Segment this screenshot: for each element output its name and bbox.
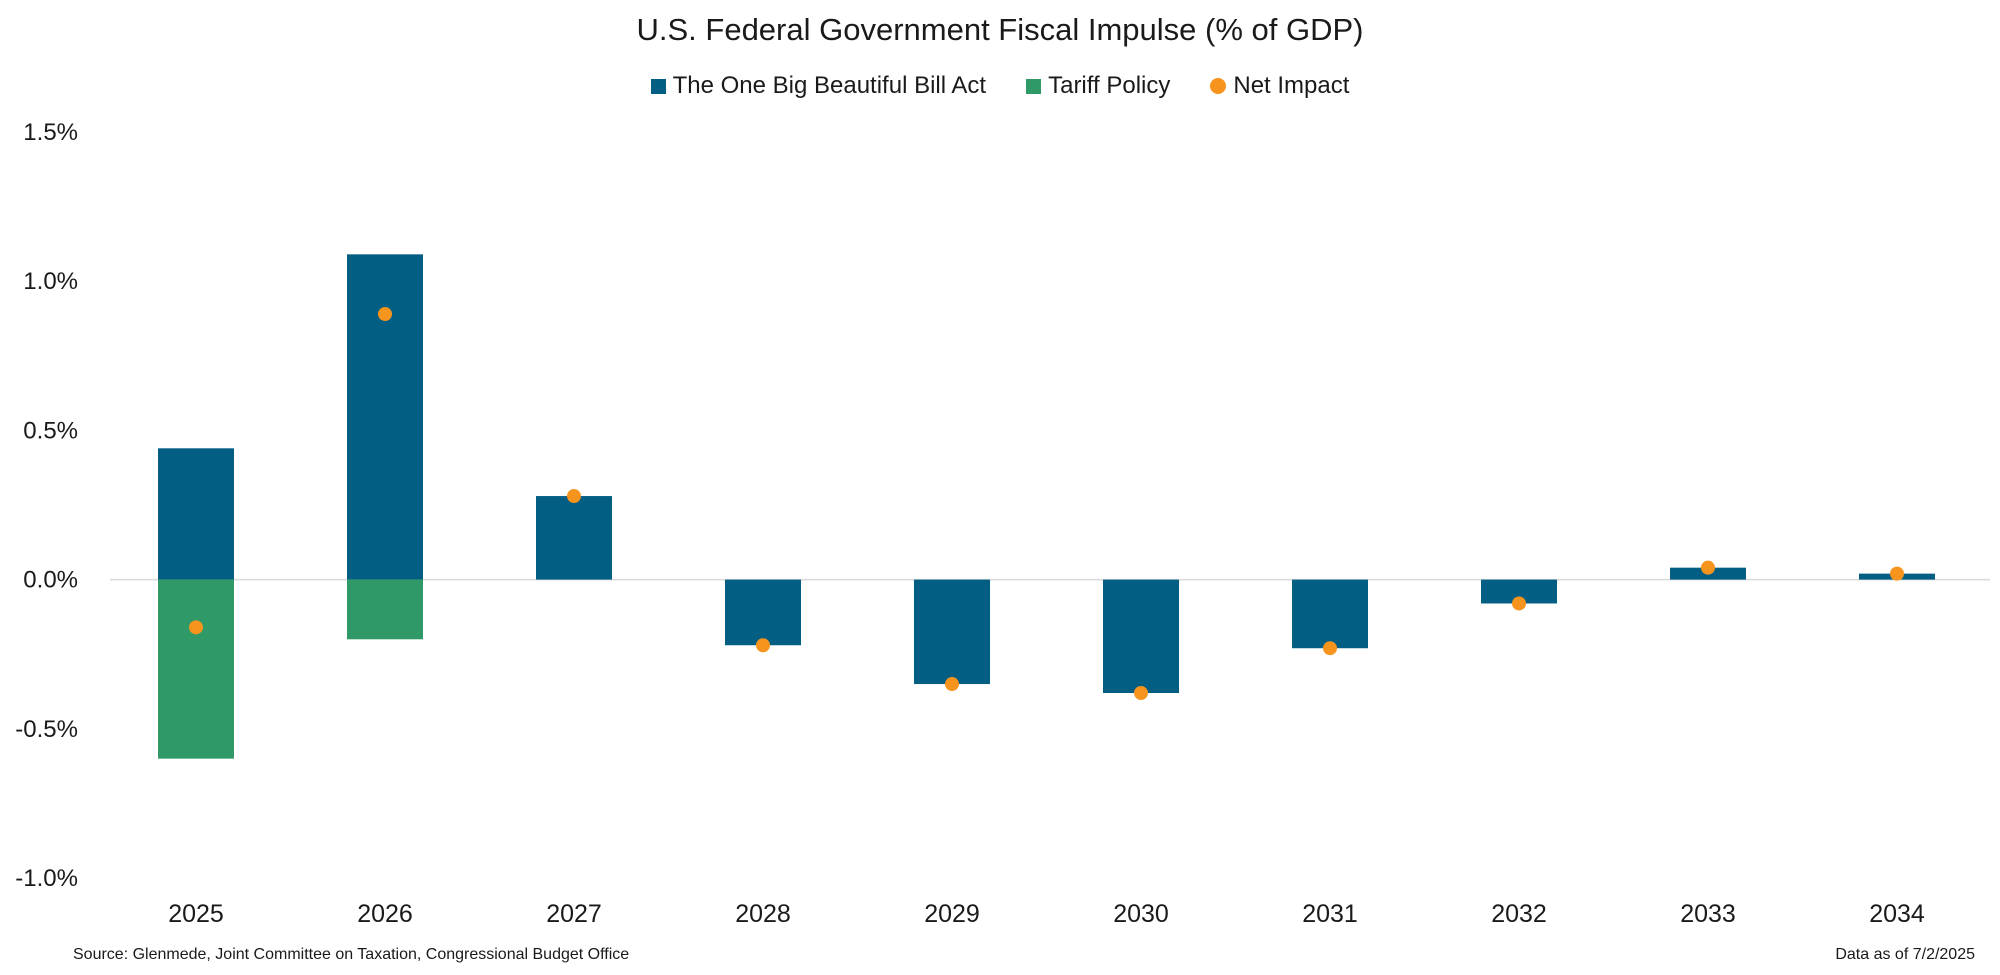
legend-item-net: Net Impact <box>1210 72 1349 100</box>
net-impact-marker-2032 <box>1512 596 1526 611</box>
x-tick-label: 2033 <box>1680 900 1736 928</box>
y-tick-label: 1.0% <box>23 268 78 295</box>
x-tick-label: 2027 <box>546 900 602 928</box>
net-impact-marker-2033 <box>1701 560 1715 575</box>
y-tick-label: -0.5% <box>15 716 78 743</box>
x-tick-label: 2029 <box>924 900 980 928</box>
legend-label-tariff: Tariff Policy <box>1048 72 1171 99</box>
net-impact-marker-2031 <box>1323 641 1337 656</box>
legend-swatch-obbba <box>650 78 666 94</box>
bar-obbba-2029 <box>914 579 990 685</box>
x-tick-label: 2025 <box>168 900 224 928</box>
x-tick-label: 2032 <box>1491 900 1547 928</box>
net-impact-marker-2027 <box>567 489 581 504</box>
net-impact-marker-2030 <box>1134 685 1148 700</box>
x-tick-label: 2026 <box>357 900 413 928</box>
y-tick-label: -1.0% <box>15 865 78 892</box>
bar-tariff-2026 <box>347 579 423 640</box>
data-date-note: Data as of 7/2/2025 <box>1835 946 1975 963</box>
y-tick-label: 0.5% <box>23 417 78 444</box>
legend-label-obbba: The One Big Beautiful Bill Act <box>672 72 987 99</box>
bar-obbba-2026 <box>347 254 423 580</box>
bar-obbba-2031 <box>1292 579 1368 649</box>
net-impact-marker-2026 <box>378 307 392 322</box>
chart-title: U.S. Federal Government Fiscal Impulse (… <box>636 12 1364 47</box>
x-tick-label: 2034 <box>1869 900 1925 928</box>
x-tick-label: 2030 <box>1113 900 1169 928</box>
source-note: Source: Glenmede, Joint Committee on Tax… <box>73 946 630 963</box>
bar-obbba-2030 <box>1103 579 1179 693</box>
legend-swatch-net <box>1210 78 1227 94</box>
y-tick-label: 1.5% <box>23 119 78 146</box>
bar-obbba-2032 <box>1481 579 1557 604</box>
legend: The One Big Beautiful Bill Act Tariff Po… <box>0 72 2000 100</box>
bar-obbba-2028 <box>725 579 801 646</box>
y-tick-label: 0.0% <box>23 567 78 594</box>
bar-obbba-2025 <box>158 448 234 580</box>
bar-obbba-2027 <box>536 496 612 580</box>
net-impact-marker-2034 <box>1890 566 1904 581</box>
net-impact-marker-2025 <box>189 620 203 635</box>
legend-item-obbba: The One Big Beautiful Bill Act <box>650 72 987 100</box>
legend-item-tariff: Tariff Policy <box>1026 72 1170 100</box>
x-tick-label: 2031 <box>1302 900 1358 928</box>
legend-swatch-tariff <box>1026 78 1042 94</box>
net-impact-marker-2028 <box>756 638 770 653</box>
net-impact-marker-2029 <box>945 677 959 692</box>
bar-tariff-2025 <box>158 579 234 759</box>
x-tick-label: 2028 <box>735 900 791 928</box>
legend-label-net: Net Impact <box>1233 72 1350 99</box>
